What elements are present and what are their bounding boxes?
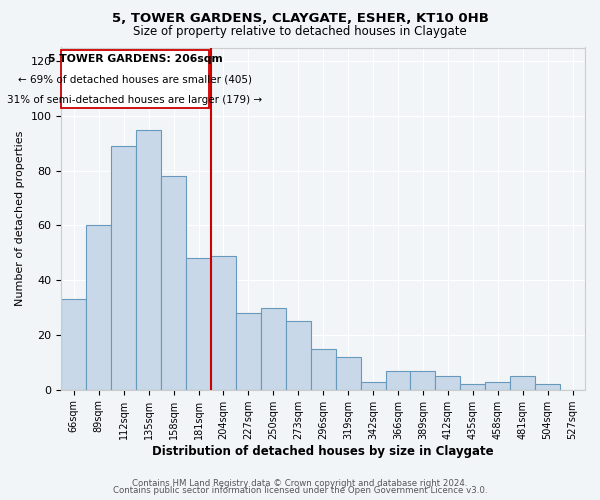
Bar: [361, 382, 386, 390]
Bar: [261, 308, 286, 390]
Text: 5, TOWER GARDENS, CLAYGATE, ESHER, KT10 0HB: 5, TOWER GARDENS, CLAYGATE, ESHER, KT10 …: [112, 12, 488, 26]
FancyBboxPatch shape: [61, 50, 209, 108]
Bar: [335, 357, 361, 390]
Text: Size of property relative to detached houses in Claygate: Size of property relative to detached ho…: [133, 25, 467, 38]
Bar: [510, 376, 535, 390]
Bar: [236, 313, 261, 390]
Bar: [410, 370, 436, 390]
Bar: [436, 376, 460, 390]
Bar: [535, 384, 560, 390]
Bar: [61, 300, 86, 390]
Bar: [186, 258, 211, 390]
Bar: [136, 130, 161, 390]
Y-axis label: Number of detached properties: Number of detached properties: [15, 131, 25, 306]
Text: Contains public sector information licensed under the Open Government Licence v3: Contains public sector information licen…: [113, 486, 487, 495]
Bar: [460, 384, 485, 390]
X-axis label: Distribution of detached houses by size in Claygate: Distribution of detached houses by size …: [152, 444, 494, 458]
Text: 31% of semi-detached houses are larger (179) →: 31% of semi-detached houses are larger (…: [7, 96, 263, 106]
Text: Contains HM Land Registry data © Crown copyright and database right 2024.: Contains HM Land Registry data © Crown c…: [132, 478, 468, 488]
Bar: [386, 370, 410, 390]
Bar: [311, 348, 335, 390]
Text: 5 TOWER GARDENS: 206sqm: 5 TOWER GARDENS: 206sqm: [47, 54, 223, 64]
Bar: [211, 256, 236, 390]
Text: ← 69% of detached houses are smaller (405): ← 69% of detached houses are smaller (40…: [18, 75, 252, 85]
Bar: [86, 226, 111, 390]
Bar: [161, 176, 186, 390]
Bar: [485, 382, 510, 390]
Bar: [286, 322, 311, 390]
Bar: [111, 146, 136, 390]
